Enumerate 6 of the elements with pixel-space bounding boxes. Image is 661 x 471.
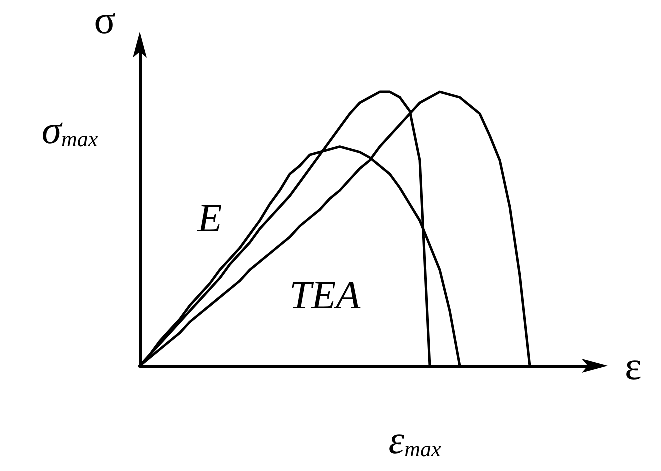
annotation: TEA (289, 272, 362, 318)
annotation: E (196, 196, 222, 240)
y-axis-title: σ (94, 0, 116, 42)
text: σmax (42, 108, 98, 152)
text: εmax (388, 418, 442, 462)
x-axis-title: ε (625, 344, 642, 388)
